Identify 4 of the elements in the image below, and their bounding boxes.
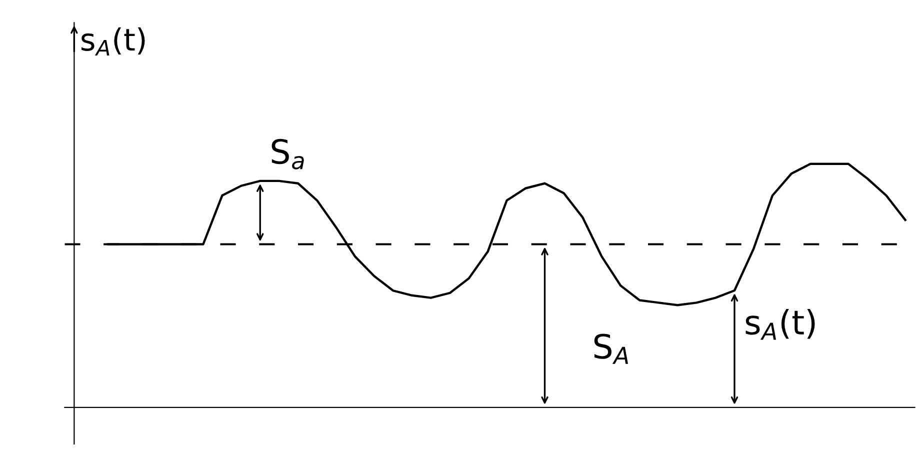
annotation: S$_{a}$ — [272, 138, 304, 170]
annotation: s$_{A}$(t) — [746, 309, 815, 340]
y-axis-title: s$_{A}$(t) — [82, 27, 145, 56]
annotation: S$_{A}$ — [594, 334, 628, 364]
